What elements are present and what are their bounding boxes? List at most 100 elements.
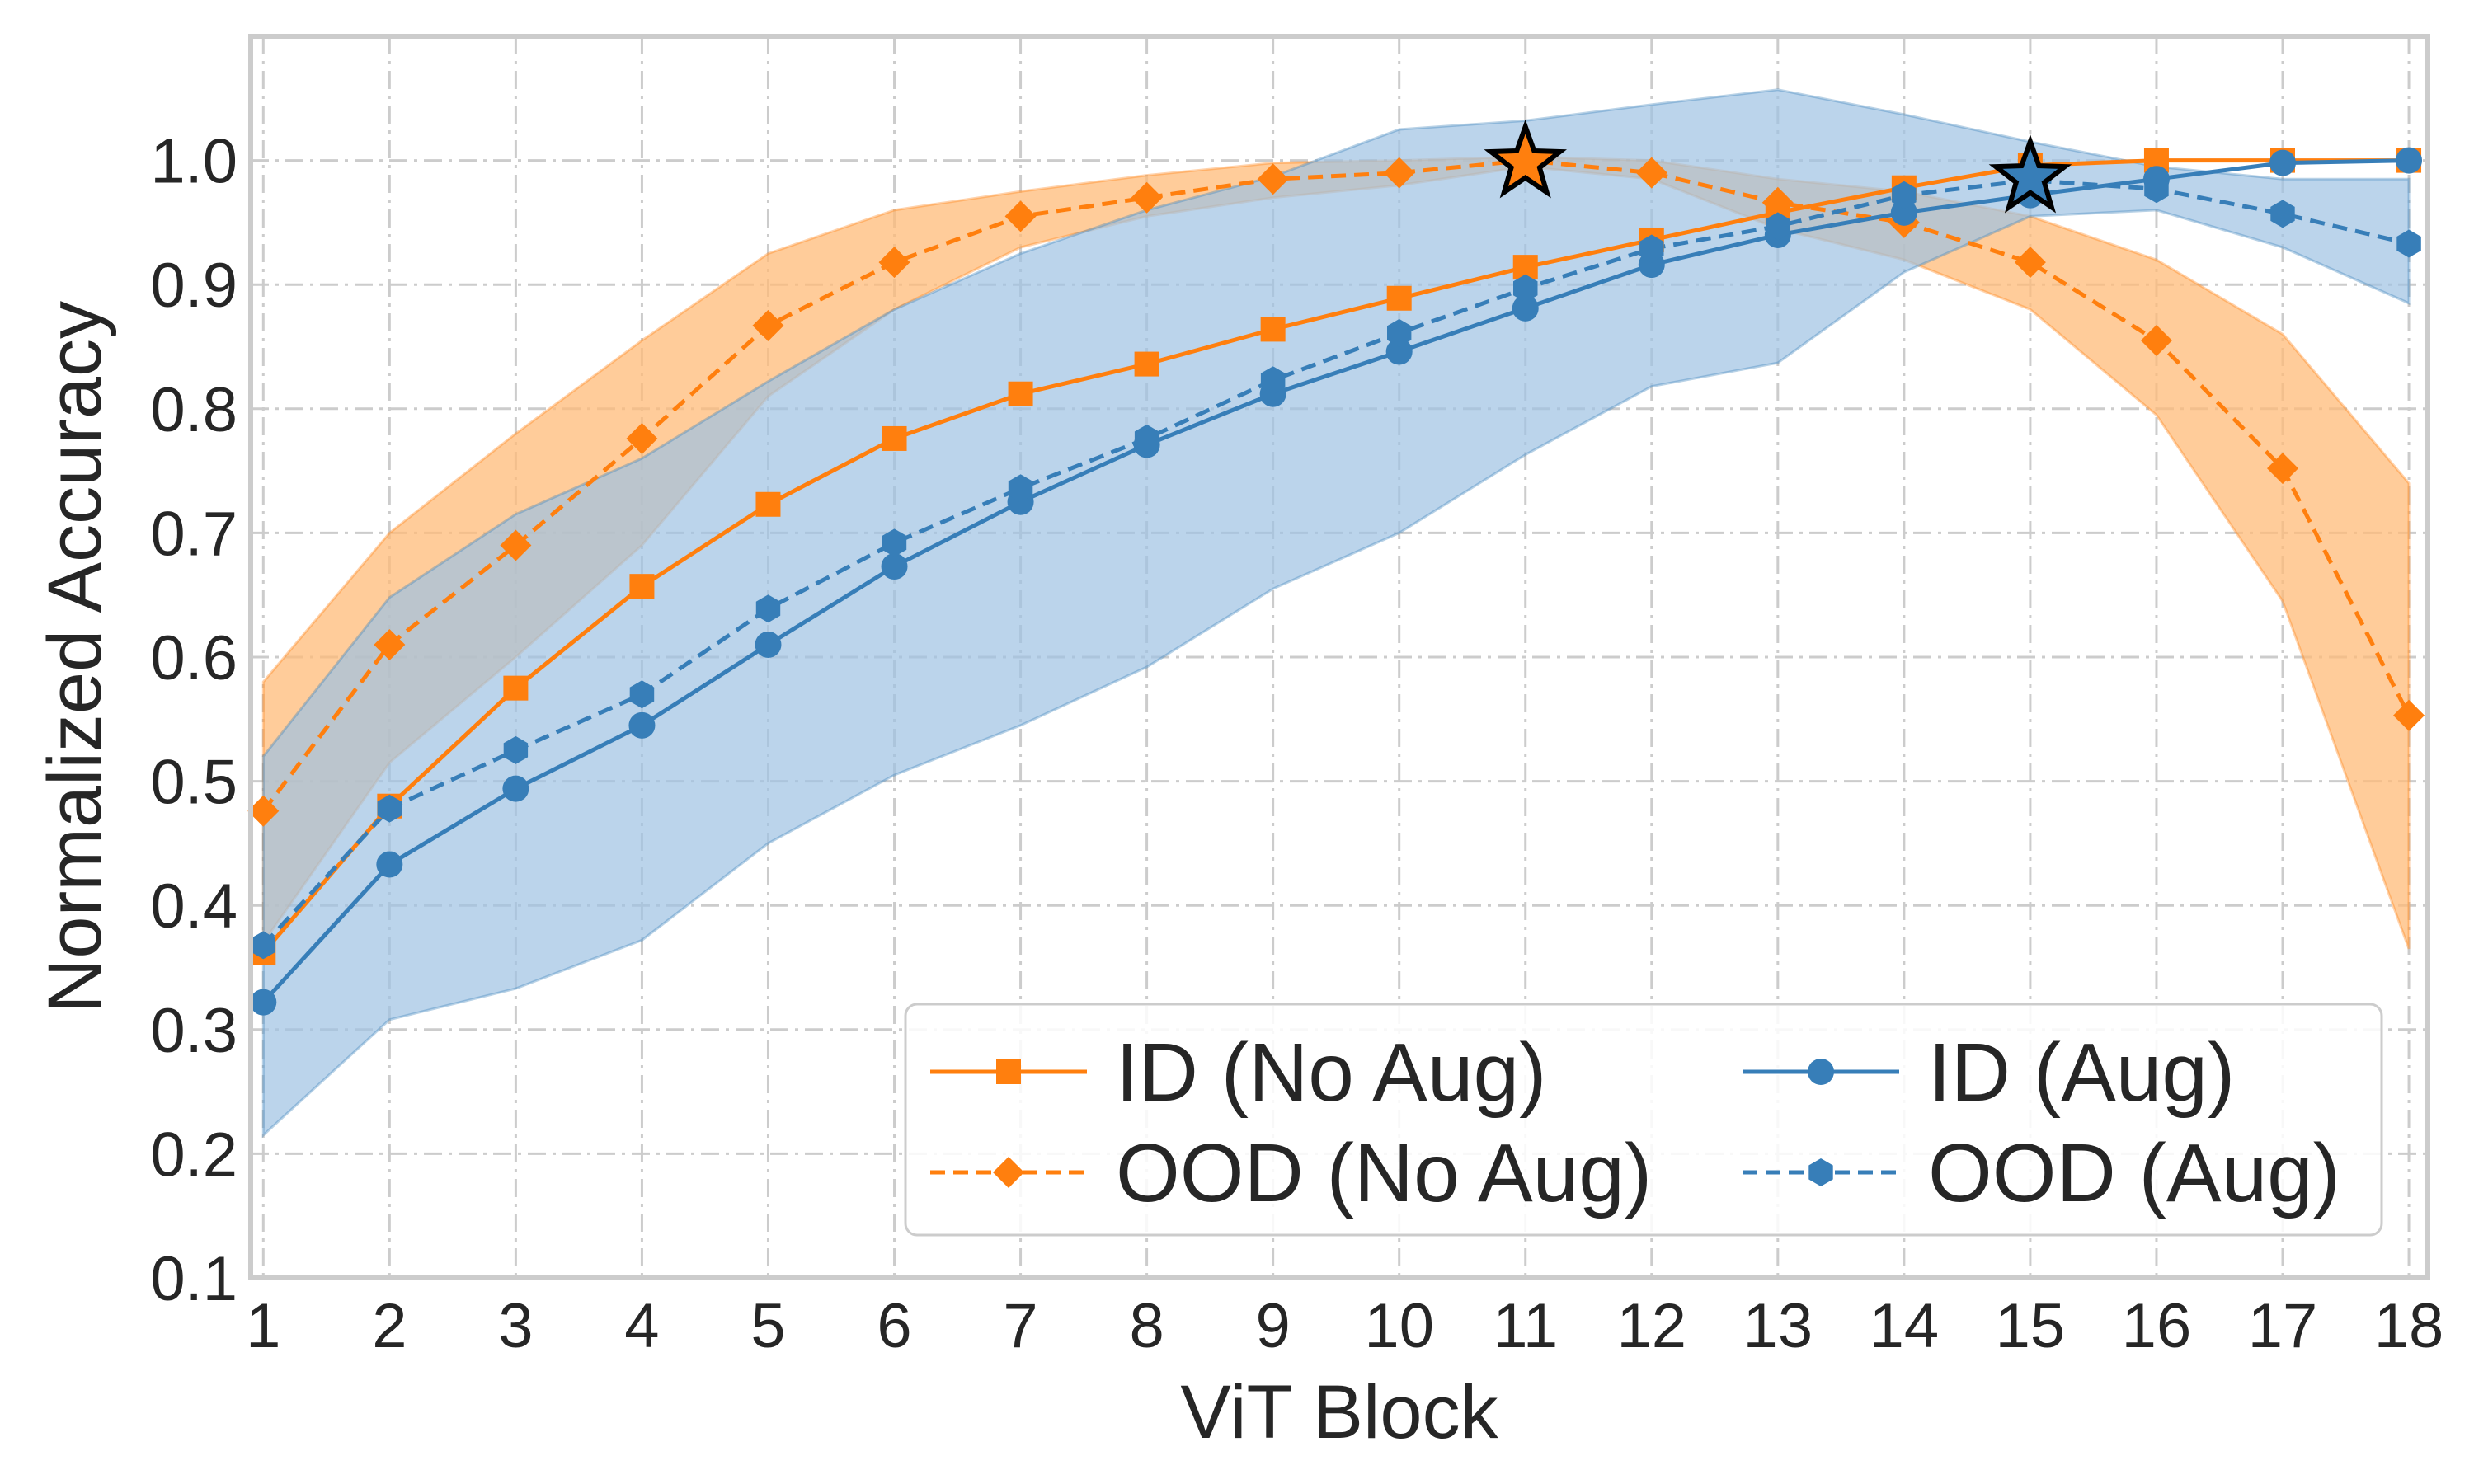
data-point: [1008, 381, 1033, 406]
data-point: [251, 931, 275, 960]
x-tick-label: 5: [750, 1291, 785, 1361]
plot-frame: [248, 34, 2430, 1280]
x-tick-label: 3: [498, 1291, 533, 1361]
data-point: [1134, 424, 1159, 453]
data-point: [2144, 175, 2169, 204]
legend-frame: [904, 1003, 2383, 1237]
data-point: [755, 631, 782, 658]
star-marker: [1988, 134, 2072, 214]
x-tick-label: 14: [1870, 1291, 1940, 1361]
star-annotations: [1484, 119, 2072, 214]
data-point: [502, 775, 529, 802]
data-point: [1257, 163, 1289, 195]
data-point: [1008, 474, 1033, 503]
data-point: [752, 309, 784, 341]
x-tick-label: 17: [2248, 1291, 2318, 1361]
data-point: [1004, 200, 1037, 232]
data-point: [250, 989, 277, 1016]
confidence-bands: [261, 88, 2411, 1139]
data-point: [1260, 317, 1286, 342]
data-point: [882, 528, 907, 557]
data-point: [1513, 274, 1538, 303]
data-point: [881, 553, 908, 580]
series-line-ood-aug-: [261, 178, 2410, 947]
data-point: [1383, 157, 1415, 189]
data-point: [1131, 181, 1163, 214]
x-tick-label: 18: [2374, 1291, 2444, 1361]
data-point: [503, 735, 529, 764]
data-point: [755, 594, 781, 623]
data-point: [1766, 212, 1790, 241]
data-point: [1892, 181, 1917, 209]
x-tick-labels: 1 2 3 4 5 6 7 8 9 10 11 12 13 14 15 16 17 18: [246, 1291, 2443, 1361]
y-tick-labels: 0.1 0.2 0.3 0.4 0.5 0.6 0.7 0.8 0.9 1.0: [150, 127, 238, 1314]
data-point: [878, 247, 910, 279]
y-tick-label: 0.5: [150, 748, 238, 818]
legend-swatch-marker: [996, 1059, 1021, 1084]
y-tick-label: 0.7: [150, 499, 238, 569]
y-tick-label: 0.3: [150, 996, 238, 1066]
y-tick-label: 0.4: [150, 871, 238, 942]
data-point: [1260, 366, 1286, 395]
data-point: [755, 491, 781, 517]
data-point: [1387, 318, 1412, 347]
x-tick-label: 8: [1129, 1291, 1164, 1361]
series-lines: [261, 158, 2411, 1004]
legend-label: ID (No Aug): [1116, 1026, 1546, 1119]
legend-label: OOD (No Aug): [1116, 1127, 1652, 1219]
data-point: [2396, 147, 2423, 174]
x-tick-label: 12: [1617, 1291, 1687, 1361]
data-point: [1639, 234, 1664, 263]
data-point: [1761, 186, 1794, 218]
series-line-id-aug-: [261, 158, 2410, 1004]
band-id-aug-: [261, 88, 2411, 1139]
data-point: [2396, 229, 2421, 258]
data-point: [629, 680, 655, 709]
x-tick-label: 16: [2122, 1291, 2192, 1361]
data-point: [1635, 157, 1667, 189]
y-tick-label: 0.9: [150, 251, 238, 321]
y-axis-label: Normalized Accuracy: [33, 301, 117, 1013]
x-axis-label: ViT Block: [1180, 1370, 1498, 1454]
data-point: [1134, 351, 1159, 377]
data-point: [626, 422, 658, 454]
legend-swatch-marker: [1808, 1158, 1833, 1186]
data-point: [376, 851, 403, 878]
data-point: [377, 794, 402, 823]
star-marker: [1484, 119, 1568, 199]
data-point: [882, 425, 907, 451]
data-point: [1386, 285, 1412, 311]
x-tick-label: 11: [1493, 1291, 1558, 1361]
x-tick-label: 15: [1996, 1291, 2066, 1361]
data-point: [2140, 324, 2172, 356]
x-tick-label: 9: [1256, 1291, 1291, 1361]
legend-swatch-marker: [993, 1157, 1024, 1188]
data-point: [628, 711, 656, 739]
series-line-ood-no-aug-: [261, 158, 2411, 813]
legend-swatch-marker: [1808, 1059, 1834, 1085]
x-tick-label: 10: [1364, 1291, 1434, 1361]
data-point: [629, 574, 655, 599]
data-point: [247, 795, 280, 827]
legend-label: ID (Aug): [1928, 1026, 2235, 1119]
data-point: [2393, 699, 2425, 731]
x-tick-label: 4: [624, 1291, 659, 1361]
x-tick-label: 2: [372, 1291, 407, 1361]
x-tick-label: 7: [1003, 1291, 1037, 1361]
y-tick-label: 0.6: [150, 623, 238, 693]
legend-label: OOD (Aug): [1928, 1127, 2340, 1219]
y-tick-label: 1.0: [150, 127, 238, 197]
data-point: [2270, 200, 2295, 228]
data-point: [1890, 199, 1917, 226]
y-tick-label: 0.2: [150, 1120, 238, 1190]
data-point: [503, 675, 529, 701]
data-point: [2269, 149, 2296, 176]
y-tick-label: 0.1: [150, 1244, 238, 1314]
x-tick-label: 13: [1743, 1291, 1813, 1361]
y-tick-label: 0.8: [150, 375, 238, 445]
series-markers: [247, 144, 2425, 1016]
data-point: [2267, 453, 2298, 485]
data-point: [500, 529, 532, 561]
